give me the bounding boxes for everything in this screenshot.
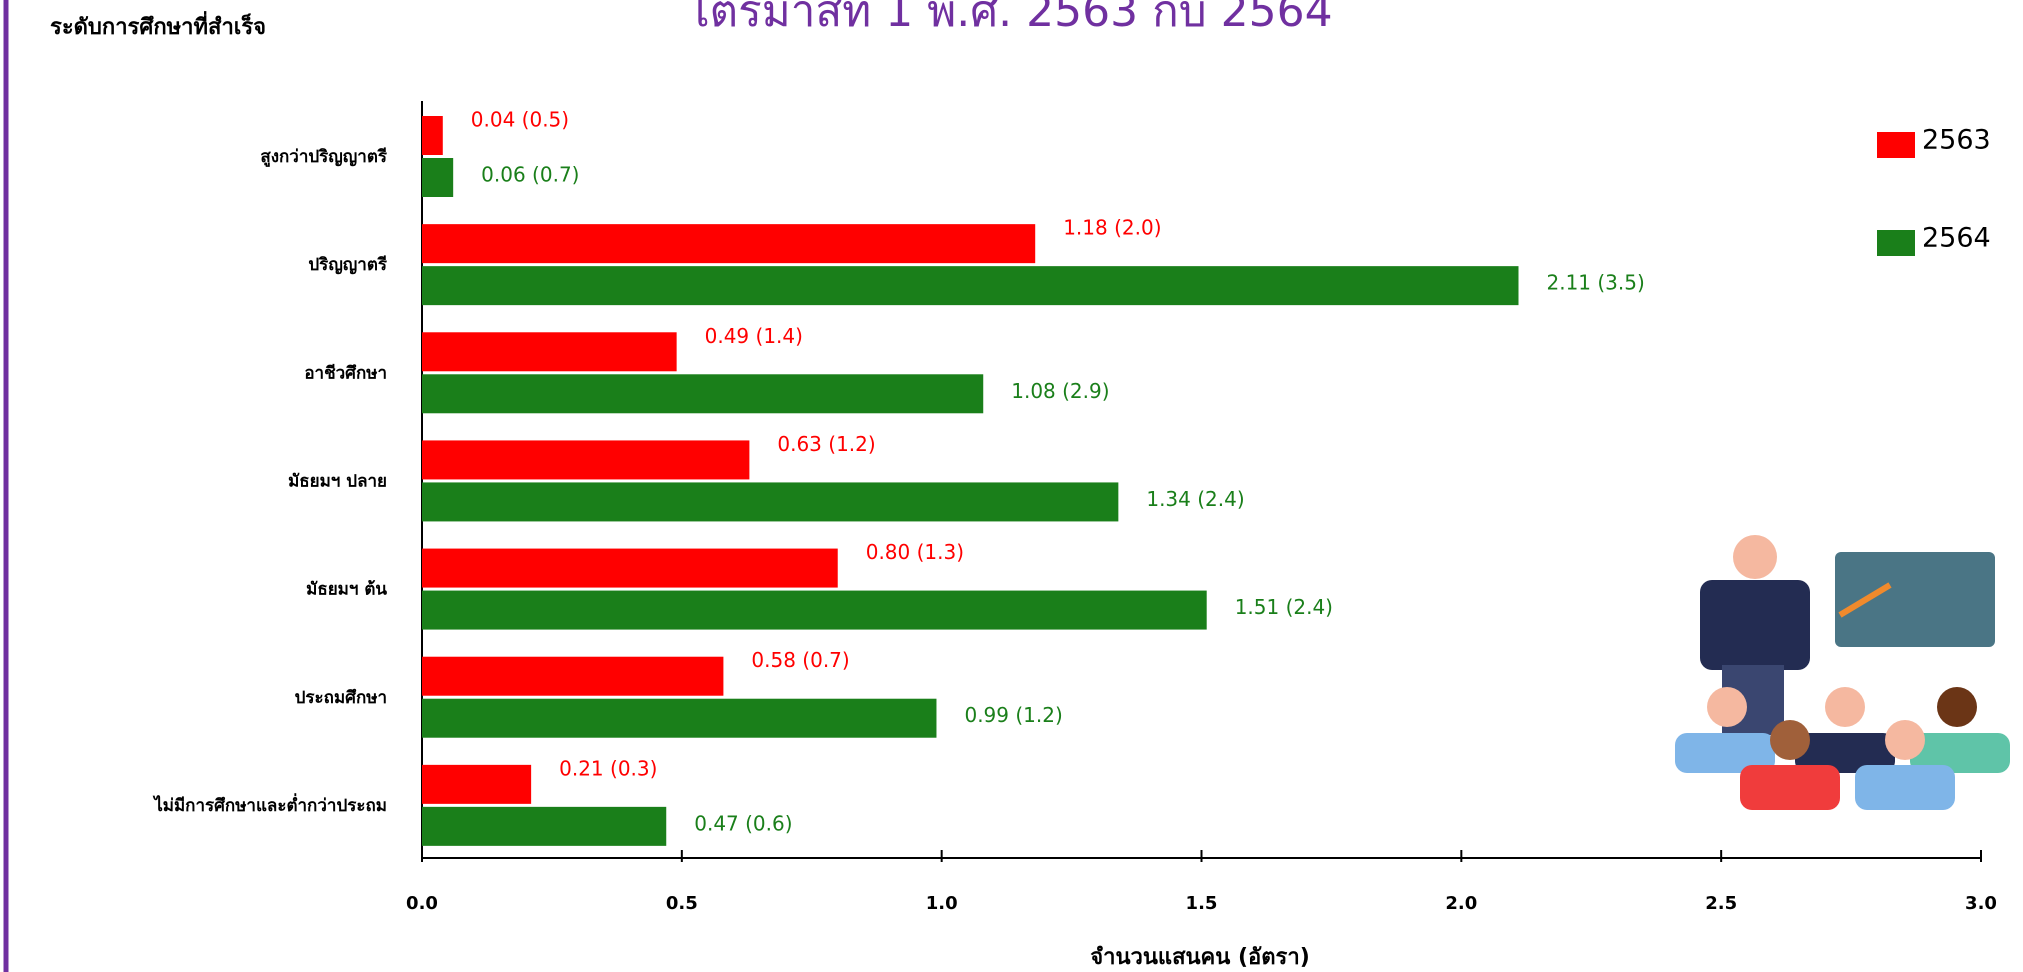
student-head xyxy=(1937,687,1977,727)
chart: ไตรมาสที่ 1 พ.ศ. 2563 กับ 2564 ระดับการศ… xyxy=(0,0,2023,972)
bar xyxy=(422,332,677,371)
value-label: 0.99 (1.2) xyxy=(964,703,1062,727)
legend-label: 2563 xyxy=(1922,125,1991,156)
y-tick-label: ประถมศึกษา xyxy=(295,688,387,708)
value-label: 1.18 (2.0) xyxy=(1063,216,1161,240)
chart-title: ไตรมาสที่ 1 พ.ศ. 2563 กับ 2564 xyxy=(684,0,1332,37)
bar xyxy=(422,807,666,846)
student-head xyxy=(1825,687,1865,727)
y-tick-label: ปริญญาตรี xyxy=(308,254,387,275)
value-label: 0.06 (0.7) xyxy=(481,163,579,187)
x-tick-label: 1.5 xyxy=(1186,893,1218,914)
value-label: 0.49 (1.4) xyxy=(705,324,803,348)
bar xyxy=(422,374,983,413)
y-tick-label: มัธยมฯ ปลาย xyxy=(288,472,387,492)
value-label: 1.08 (2.9) xyxy=(1011,379,1109,403)
y-tick-label: สูงกว่าปริญญาตรี xyxy=(260,146,388,168)
value-label: 0.47 (0.6) xyxy=(694,811,792,835)
value-label: 0.63 (1.2) xyxy=(777,432,875,456)
y-axis-title: ระดับการศึกษาที่สำเร็จ xyxy=(50,10,266,40)
bar xyxy=(422,482,1118,521)
bar xyxy=(422,765,531,804)
value-label: 0.04 (0.5) xyxy=(471,108,569,132)
student-head xyxy=(1707,687,1747,727)
x-tick-label: 2.5 xyxy=(1705,893,1737,914)
value-label: 0.58 (0.7) xyxy=(751,648,849,672)
bar xyxy=(422,591,1207,630)
x-tick-label: 1.0 xyxy=(926,893,958,914)
x-tick-label: 0.5 xyxy=(666,893,698,914)
x-tick-label: 3.0 xyxy=(1965,893,1997,914)
legend-swatch xyxy=(1877,230,1915,256)
value-label: 0.80 (1.3) xyxy=(866,540,964,564)
x-tick-label: 0.0 xyxy=(406,893,438,914)
value-label: 1.34 (2.4) xyxy=(1146,487,1244,511)
x-axis-title: จำนวนแสนคน (อัตรา) xyxy=(1090,945,1310,970)
value-label: 2.11 (3.5) xyxy=(1546,271,1644,295)
teacher-body xyxy=(1700,580,1810,670)
bar xyxy=(422,549,838,588)
value-label: 0.21 (0.3) xyxy=(559,756,657,780)
bar xyxy=(422,116,443,155)
x-tick-label: 2.0 xyxy=(1445,893,1477,914)
bar xyxy=(422,699,936,738)
bar xyxy=(422,224,1035,263)
y-tick-label: อาชีวศึกษา xyxy=(304,362,387,383)
student-head xyxy=(1885,720,1925,760)
y-tick-label: มัธยมฯ ต้น xyxy=(306,580,387,600)
y-tick-label: ไม่มีการศึกษาและต่ำกว่าประถม xyxy=(152,793,387,816)
student-body xyxy=(1740,765,1840,810)
student-head xyxy=(1770,720,1810,760)
legend-label: 2564 xyxy=(1922,223,1991,254)
bar xyxy=(422,657,723,696)
board xyxy=(1835,552,1995,647)
bar xyxy=(422,440,749,479)
student-body xyxy=(1855,765,1955,810)
teacher-head xyxy=(1733,535,1777,579)
legend-swatch xyxy=(1877,132,1915,158)
bar xyxy=(422,158,453,197)
value-label: 1.51 (2.4) xyxy=(1235,595,1333,619)
bar xyxy=(422,266,1518,305)
